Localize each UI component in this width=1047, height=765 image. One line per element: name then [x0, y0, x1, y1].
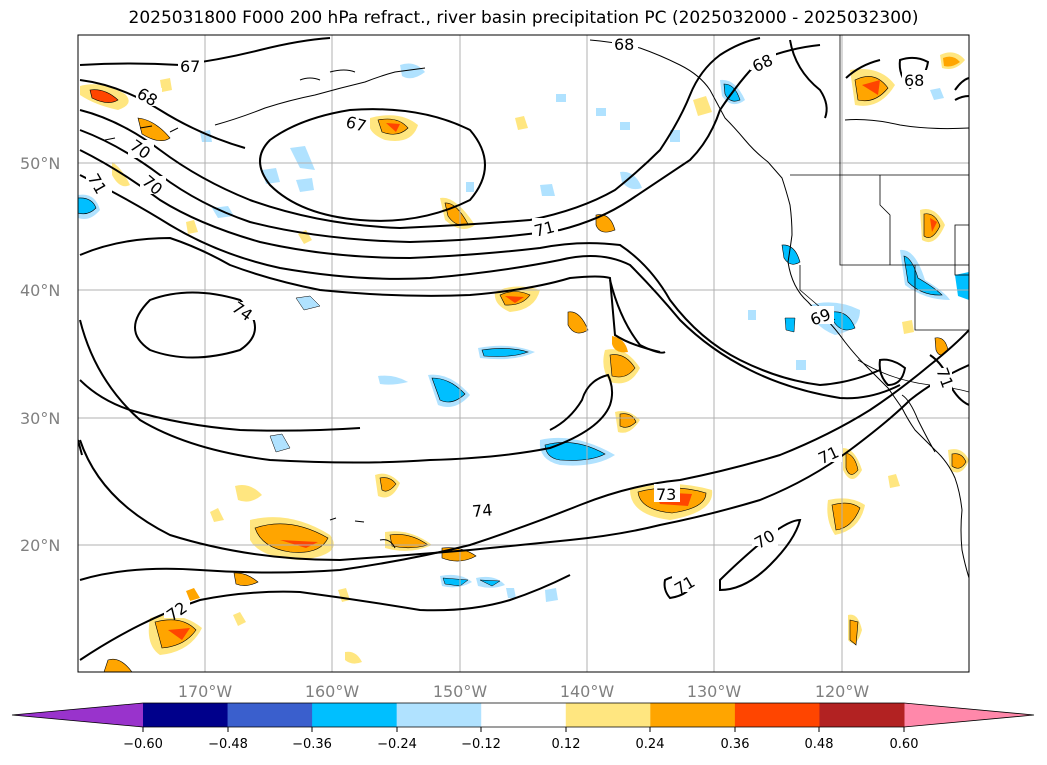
colorbar-label: −0.36	[292, 737, 332, 752]
colorbar-labels: −0.60 −0.48 −0.36 −0.24 −0.12 0.12 0.24 …	[123, 737, 918, 752]
contour-label: 68	[614, 35, 634, 54]
lat-label: 50°N	[20, 154, 60, 173]
colorbar-label: −0.48	[208, 737, 248, 752]
contour-label: 74	[471, 500, 493, 521]
lon-label: 160°W	[305, 682, 360, 701]
negative-anomaly-shading	[78, 63, 969, 602]
positive-anomaly-shading	[80, 52, 969, 672]
contour-label: 67	[344, 112, 369, 136]
colorbar-label: 0.60	[890, 737, 919, 752]
colorbar-ticks	[142, 727, 905, 732]
colorbar-segment	[481, 703, 567, 727]
contour-label: 73	[656, 485, 676, 504]
colorbar-segment	[819, 703, 905, 727]
contour-label: 67	[180, 57, 200, 76]
colorbar-extend-low	[12, 703, 143, 727]
lon-label: 140°W	[560, 682, 615, 701]
map-frame	[77, 34, 970, 673]
lat-label: 40°N	[20, 281, 60, 300]
colorbar-segment	[734, 703, 820, 727]
contour-label: 68	[904, 71, 924, 90]
colorbar-label: 0.36	[721, 737, 750, 752]
colorbar-extend-high	[904, 703, 1034, 727]
colorbar-segment	[143, 703, 229, 727]
map-title: 2025031800 F000 200 hPa refract., river …	[128, 8, 919, 28]
lat-label: 30°N	[20, 409, 60, 428]
colorbar-label: 0.24	[636, 737, 665, 752]
colorbar-label: −0.24	[377, 737, 417, 752]
colorbar-label: 0.48	[805, 737, 834, 752]
colorbar-segment	[396, 703, 482, 727]
lon-label: 130°W	[687, 682, 742, 701]
colorbar-label: −0.12	[461, 737, 501, 752]
colorbar-label: 0.12	[552, 737, 581, 752]
map-plot-area: 67 67 68 68 68 68 69 70 70 70 71 71 71	[78, 35, 969, 672]
lat-tick-labels: 50°N 40°N 30°N 20°N	[20, 154, 60, 555]
lat-label: 20°N	[20, 536, 60, 555]
colorbar-segment	[565, 703, 651, 727]
colorbar-segment	[227, 703, 313, 727]
colorbar-segment	[312, 703, 398, 727]
lon-tick-labels: 170°W 160°W 150°W 140°W 130°W 120°W	[178, 682, 870, 701]
colorbar-label: −0.60	[123, 737, 163, 752]
colorbar-segment	[650, 703, 736, 727]
contour-label: 71	[532, 217, 557, 241]
lon-label: 120°W	[815, 682, 870, 701]
lon-label: 150°W	[433, 682, 488, 701]
lon-label: 170°W	[178, 682, 233, 701]
colorbar: −0.60 −0.48 −0.36 −0.24 −0.12 0.12 0.24 …	[11, 702, 1035, 752]
coastlines	[104, 39, 969, 579]
